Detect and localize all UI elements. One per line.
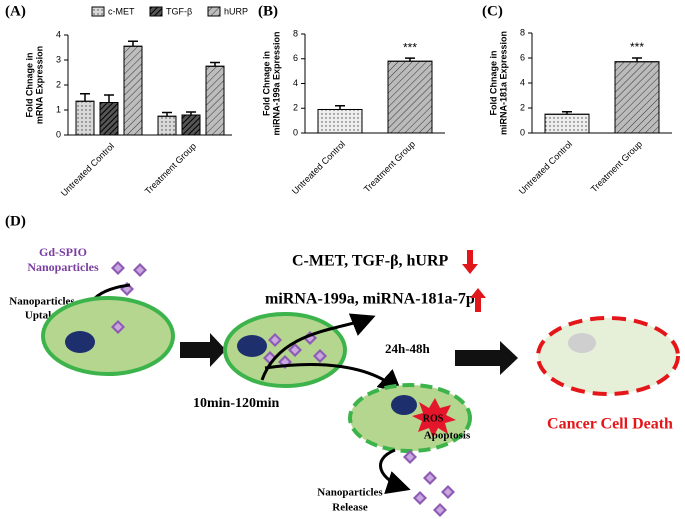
error-bar bbox=[80, 93, 90, 102]
label: Cancer Cell Death bbox=[547, 416, 673, 433]
down-arrow bbox=[462, 250, 478, 274]
error-bar bbox=[562, 111, 572, 115]
label: 24h-48h bbox=[385, 341, 431, 356]
label: miRNA-199a, miRNA-181a-7p bbox=[265, 291, 475, 308]
particle bbox=[423, 471, 437, 485]
label: 10min-120min bbox=[193, 396, 280, 411]
y-axis-label: miRNA-181a Expression bbox=[498, 31, 508, 135]
error-bar bbox=[210, 61, 220, 67]
y-tick-label: 0 bbox=[520, 127, 525, 137]
legend-label: TGF-β bbox=[166, 6, 192, 16]
x-tick-label: Treatment Group bbox=[143, 141, 198, 196]
diagram: (D) Gd-SPIO Nanoparticles Nanoparticles … bbox=[5, 213, 680, 517]
bar-texture bbox=[181, 114, 201, 136]
legend-label: hURP bbox=[224, 6, 248, 16]
arrow bbox=[455, 341, 518, 375]
error-bar bbox=[405, 57, 415, 62]
bar-texture bbox=[614, 61, 660, 134]
error-bar bbox=[104, 94, 114, 103]
error-bar bbox=[335, 105, 345, 110]
y-tick-label: 8 bbox=[293, 28, 298, 38]
x-tick-label: Treatment Group bbox=[589, 139, 644, 194]
y-tick-label: 2 bbox=[520, 102, 525, 112]
bar-texture bbox=[544, 113, 590, 134]
cell bbox=[41, 296, 175, 376]
y-axis-label: mRNA Expression bbox=[34, 46, 44, 124]
arrow bbox=[379, 448, 411, 494]
arrow bbox=[260, 313, 376, 381]
label: Nanoparticles bbox=[27, 260, 99, 274]
panel-label: (B) bbox=[258, 3, 278, 19]
nucleus bbox=[237, 335, 267, 357]
arrow bbox=[180, 333, 226, 367]
dead-cell bbox=[536, 316, 680, 396]
panel-label: (D) bbox=[5, 213, 26, 229]
annotation: *** bbox=[630, 40, 644, 54]
label: Nanoparticles bbox=[317, 487, 383, 499]
label: Release bbox=[332, 502, 368, 514]
legend-texture bbox=[207, 6, 221, 17]
particle bbox=[441, 485, 455, 499]
bar-texture bbox=[317, 108, 363, 134]
bar-texture bbox=[387, 60, 433, 134]
legend-texture bbox=[91, 6, 105, 17]
label: C-MET, TGF-β, hURP bbox=[292, 253, 449, 270]
bar-texture bbox=[99, 102, 119, 136]
y-tick-label: 2 bbox=[56, 79, 61, 89]
error-bar bbox=[128, 40, 138, 47]
panel-label: (A) bbox=[5, 3, 26, 19]
error-bar bbox=[632, 57, 642, 62]
error-bar bbox=[162, 111, 172, 117]
bar-texture bbox=[123, 45, 143, 136]
nucleus bbox=[568, 333, 596, 353]
x-tick-label: Untreated Control bbox=[59, 141, 116, 198]
legend-label: c-MET bbox=[108, 6, 135, 16]
y-tick-label: 0 bbox=[293, 127, 298, 137]
label: Gd-SPIO bbox=[39, 245, 87, 259]
bar-texture bbox=[157, 115, 177, 136]
nucleus bbox=[391, 395, 417, 415]
panel-label: (C) bbox=[482, 3, 503, 19]
y-axis-label: Fold Chnage in bbox=[24, 53, 34, 118]
particle bbox=[111, 261, 125, 275]
ros-burst bbox=[412, 398, 456, 438]
y-tick-label: 4 bbox=[293, 78, 298, 88]
y-axis-label: Fold Chnage in bbox=[261, 51, 271, 116]
y-tick-label: 4 bbox=[520, 77, 525, 87]
y-tick-label: 1 bbox=[56, 104, 61, 114]
x-tick-label: Treatment Group bbox=[362, 139, 417, 194]
nucleus bbox=[65, 331, 95, 353]
legend-texture bbox=[149, 6, 163, 17]
y-tick-label: 4 bbox=[56, 29, 61, 39]
y-axis-label: miRNA-199a Expression bbox=[271, 31, 281, 135]
label: Nanoparticles bbox=[9, 296, 75, 308]
y-tick-label: 6 bbox=[293, 53, 298, 63]
y-tick-label: 2 bbox=[293, 103, 298, 113]
particle bbox=[133, 263, 147, 277]
x-tick-label: Untreated Control bbox=[517, 139, 574, 196]
bar-texture bbox=[205, 65, 225, 136]
y-axis-label: Fold Chnage in bbox=[488, 51, 498, 116]
particle bbox=[413, 491, 427, 505]
up-arrow bbox=[470, 288, 486, 312]
annotation: *** bbox=[403, 40, 417, 54]
error-bar bbox=[186, 111, 196, 115]
y-tick-label: 6 bbox=[520, 52, 525, 62]
y-tick-label: 8 bbox=[520, 27, 525, 37]
arrow bbox=[264, 363, 403, 394]
y-tick-label: 3 bbox=[56, 54, 61, 64]
label: Apoptosis bbox=[424, 430, 471, 442]
label: ROS bbox=[423, 413, 444, 424]
x-tick-label: Untreated Control bbox=[290, 139, 347, 196]
particle bbox=[433, 503, 447, 517]
y-tick-label: 0 bbox=[56, 129, 61, 139]
bar-texture bbox=[75, 100, 95, 136]
